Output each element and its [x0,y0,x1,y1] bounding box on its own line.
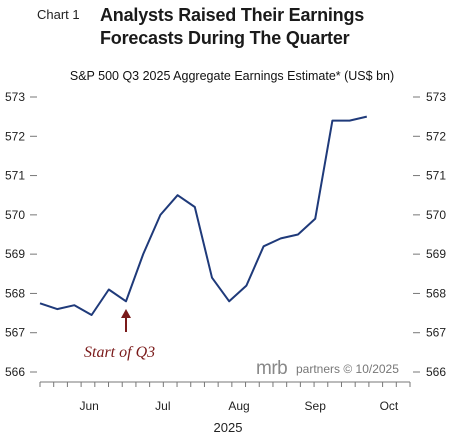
series-line [39,115,368,316]
annotation-arrow-head [121,309,131,318]
y-tick-label-right: 569 [426,247,446,261]
y-tick-label-left: 571 [5,169,25,183]
y-tick-label-right: 572 [426,129,446,143]
chart-annotation: Start of Q3 [84,309,155,361]
x-axis-title: 2025 [214,420,243,435]
y-tick-label-right: 571 [426,169,446,183]
brand-credit-text: partners © 10/2025 [296,362,399,376]
chart-title-line-2: Forecasts During The Quarter [100,28,350,48]
x-tick-label: Jul [155,399,170,413]
source-credit: mrb partners © 10/2025 [256,358,399,379]
y-tick-label-left: 569 [5,247,25,261]
y-tick-label-left: 572 [5,129,25,143]
y-tick-label-left: 573 [5,90,25,104]
chart-axes: 566 566 567 567 568 568 569 569 570 570 571 571 572 5… [5,90,446,435]
x-tick-label: Jun [79,399,98,413]
y-tick-label-left: 568 [5,286,25,300]
chart-title-line-1: Analysts Raised Their Earnings [100,5,365,25]
y-tick-label-left: 566 [5,365,25,379]
chart-number: Chart 1 [37,7,80,22]
y-tick-label-left: 570 [5,208,25,222]
y-tick-label-right: 570 [426,208,446,222]
y-tick-label-right: 568 [426,286,446,300]
chart-title: Analysts Raised Their Earnings Forecasts… [100,4,364,50]
annotation-label: Start of Q3 [84,344,155,361]
x-tick-label: Sep [305,399,327,413]
chart-plot-area [39,115,368,316]
y-tick-label-left: 567 [5,326,25,340]
y-tick-label-right: 573 [426,90,446,104]
y-tick-label-right: 566 [426,365,446,379]
chart-subtitle: S&P 500 Q3 2025 Aggregate Earnings Estim… [69,69,395,83]
brand-mrb-logo: mrb [256,358,287,379]
y-tick-label-right: 567 [426,326,446,340]
x-tick-label: Oct [380,399,399,413]
x-tick-label: Aug [228,399,249,413]
